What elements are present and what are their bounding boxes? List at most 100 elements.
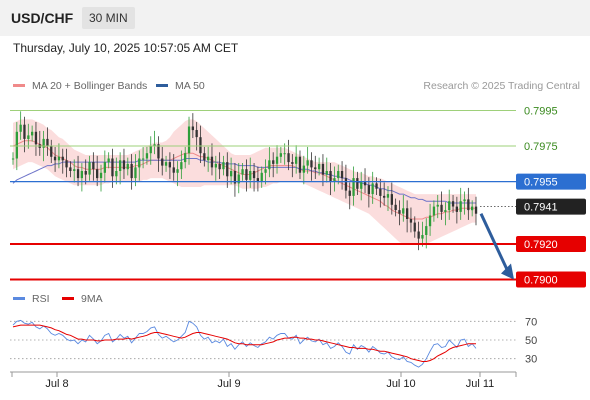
candle-body bbox=[302, 165, 305, 173]
candle-body bbox=[318, 163, 321, 170]
candle-body bbox=[471, 206, 474, 211]
candle-body bbox=[214, 163, 217, 168]
candle-body bbox=[325, 171, 328, 175]
candle-body bbox=[50, 146, 53, 157]
candle-body bbox=[88, 162, 91, 175]
candle-body bbox=[122, 160, 126, 170]
candle-body bbox=[390, 194, 393, 205]
candle-body bbox=[46, 138, 49, 146]
level-label: 0.7995 bbox=[524, 105, 558, 117]
candle-body bbox=[314, 167, 317, 170]
candle-body bbox=[474, 206, 478, 214]
candle-body bbox=[287, 153, 290, 163]
level-label: 0.7975 bbox=[524, 141, 558, 153]
candle-body bbox=[115, 171, 118, 177]
candle-body bbox=[264, 169, 267, 173]
x-tick-label: Jul 11 bbox=[466, 378, 495, 390]
candle-body bbox=[207, 156, 210, 161]
timestamp: Thursday, July 10, 2025 10:57:05 AM CET bbox=[13, 41, 239, 55]
rsi-ma-line bbox=[12, 324, 476, 362]
forecast-arrow-head bbox=[501, 263, 514, 280]
candle-body bbox=[222, 162, 225, 170]
candle-body bbox=[383, 195, 386, 198]
candle-body bbox=[291, 162, 294, 164]
candle-body bbox=[394, 204, 397, 211]
candle-body bbox=[340, 171, 344, 179]
candle-body bbox=[11, 158, 15, 160]
candle-body bbox=[352, 178, 355, 196]
candle-body bbox=[421, 235, 424, 239]
candle-body bbox=[386, 194, 390, 198]
candle-body bbox=[199, 137, 202, 154]
candle-body bbox=[436, 204, 439, 207]
candle-body bbox=[375, 183, 378, 189]
candle-body bbox=[249, 171, 252, 180]
candle-body bbox=[226, 162, 229, 177]
candle-body bbox=[348, 190, 351, 196]
candle-body bbox=[409, 219, 413, 223]
candle-body bbox=[142, 158, 145, 160]
candle-body bbox=[252, 171, 256, 179]
candle-body bbox=[42, 138, 45, 148]
candle-body bbox=[107, 158, 110, 163]
candle-body bbox=[164, 162, 168, 166]
forecast-arrow bbox=[479, 213, 509, 271]
candle-body bbox=[295, 156, 298, 164]
rsi-tick-label: 70 bbox=[525, 316, 537, 328]
candle-body bbox=[298, 156, 302, 173]
candle-body bbox=[363, 181, 367, 186]
candle-body bbox=[80, 171, 83, 179]
candle-body bbox=[241, 169, 244, 175]
candle-body bbox=[237, 174, 240, 184]
candle-body bbox=[168, 162, 171, 168]
level-badge bbox=[516, 235, 586, 252]
rsi-legend-swatch bbox=[13, 297, 25, 300]
level-badge bbox=[516, 271, 586, 288]
candle-body bbox=[57, 156, 61, 161]
candle-body bbox=[444, 210, 447, 212]
candle-body bbox=[92, 162, 95, 170]
candle-body bbox=[96, 169, 99, 179]
candle-body bbox=[367, 185, 370, 195]
candle-body bbox=[153, 144, 156, 147]
timeframe-button[interactable]: 30 MIN bbox=[82, 7, 135, 29]
candle-body bbox=[406, 208, 409, 219]
candle-body bbox=[73, 169, 76, 171]
candle-body bbox=[459, 201, 462, 212]
rsi-tick-label: 30 bbox=[525, 354, 537, 366]
candle-body bbox=[15, 131, 18, 159]
rsi-ma-legend-swatch bbox=[62, 297, 74, 300]
level-label: 0.7920 bbox=[524, 239, 558, 251]
candle-body bbox=[34, 131, 38, 145]
candle-body bbox=[119, 160, 122, 171]
candle-body bbox=[371, 183, 374, 195]
candle-body bbox=[428, 215, 432, 227]
candle-body bbox=[448, 201, 451, 211]
x-tick-label: Jul 10 bbox=[386, 378, 415, 390]
x-tick-label: Jul 9 bbox=[217, 378, 240, 390]
ma50-legend-swatch bbox=[156, 84, 168, 87]
current-price-label: 0.7941 bbox=[524, 202, 558, 214]
candle-body bbox=[329, 171, 332, 182]
candle-body bbox=[31, 131, 34, 136]
candle-body bbox=[402, 208, 405, 214]
candle-body bbox=[283, 153, 286, 155]
candle-body bbox=[138, 158, 141, 168]
level-label: 0.7900 bbox=[524, 275, 558, 287]
candle-body bbox=[218, 163, 221, 170]
candle-body bbox=[455, 206, 458, 212]
candle-body bbox=[103, 162, 106, 173]
candle-body bbox=[333, 178, 336, 182]
candle-body bbox=[279, 153, 282, 157]
x-tick-label: Jul 8 bbox=[45, 378, 68, 390]
candle-body bbox=[69, 167, 72, 171]
rsi-tick-label: 50 bbox=[525, 335, 537, 347]
candle-body bbox=[463, 199, 466, 202]
candle-body bbox=[413, 222, 416, 232]
candle-body bbox=[65, 160, 68, 168]
rsi-ma-legend-label: 9MA bbox=[81, 293, 103, 305]
candle-body bbox=[417, 231, 420, 239]
candle-body bbox=[425, 226, 428, 235]
candle-body bbox=[172, 167, 175, 173]
